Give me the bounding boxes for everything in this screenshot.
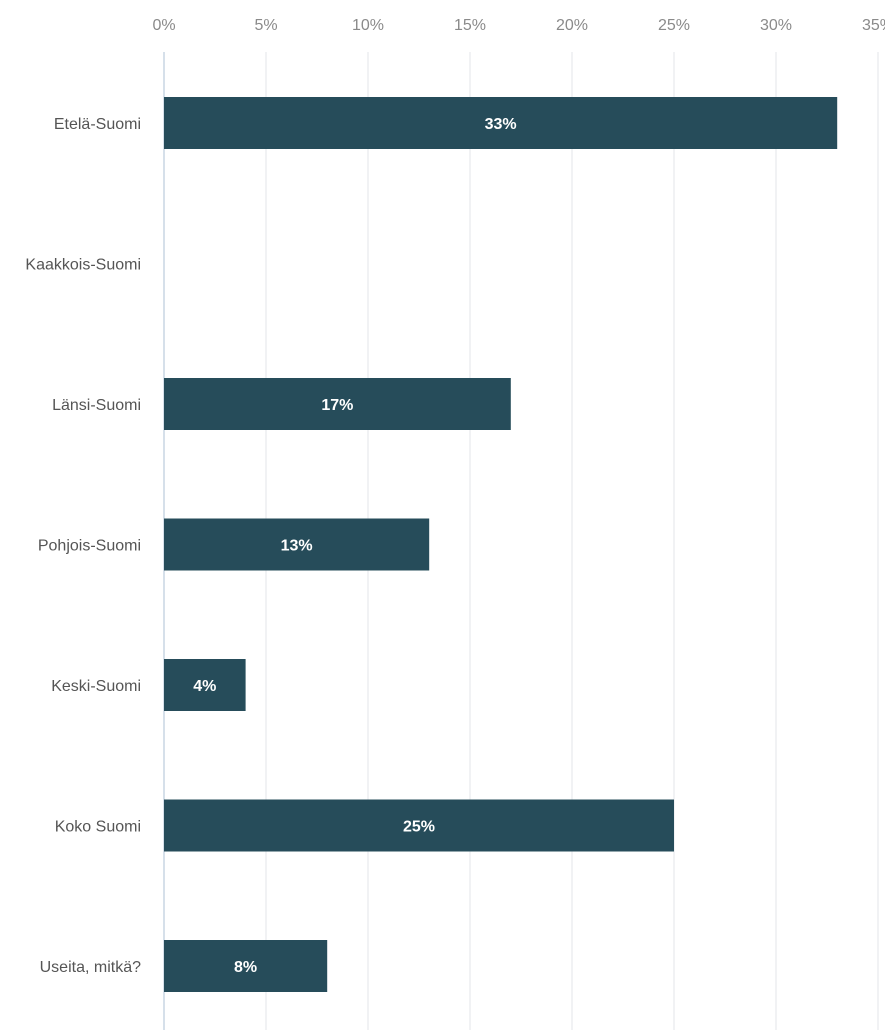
x-tick-label: 25% — [658, 17, 690, 34]
x-tick-label: 35% — [862, 17, 885, 34]
data-label: 13% — [281, 538, 313, 555]
x-tick-label: 15% — [454, 17, 486, 34]
x-tick-label: 30% — [760, 17, 792, 34]
x-tick-label: 5% — [254, 17, 277, 34]
data-label: 8% — [234, 959, 257, 976]
bar — [164, 940, 328, 992]
data-label: 33% — [485, 116, 517, 133]
category-label: Koko Suomi — [55, 819, 141, 836]
category-label: Länsi-Suomi — [52, 397, 141, 414]
data-label: 4% — [193, 678, 216, 695]
bar — [164, 97, 838, 149]
bar — [164, 518, 430, 571]
category-label: Kaakkois-Suomi — [25, 257, 141, 274]
x-tick-label: 10% — [352, 17, 384, 34]
data-label: 25% — [403, 819, 435, 836]
category-label: Keski-Suomi — [51, 678, 141, 695]
category-label: Etelä-Suomi — [54, 116, 141, 133]
x-tick-label: 0% — [152, 17, 175, 34]
bar — [164, 659, 246, 711]
category-label: Pohjois-Suomi — [38, 538, 141, 555]
data-label: 17% — [321, 397, 353, 414]
bar — [164, 378, 511, 430]
bar — [164, 799, 674, 852]
category-label: Useita, mitkä? — [40, 959, 141, 976]
x-tick-label: 20% — [556, 17, 588, 34]
